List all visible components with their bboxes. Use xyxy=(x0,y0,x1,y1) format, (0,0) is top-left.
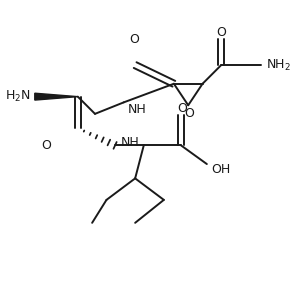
Polygon shape xyxy=(35,93,78,100)
Text: NH$_2$: NH$_2$ xyxy=(266,58,291,73)
Text: O: O xyxy=(177,102,187,115)
Text: O: O xyxy=(129,33,139,46)
Text: O: O xyxy=(216,26,226,38)
Text: NH: NH xyxy=(128,103,147,116)
Text: O: O xyxy=(185,107,195,120)
Text: NH: NH xyxy=(121,136,140,149)
Text: OH: OH xyxy=(211,163,230,176)
Text: H$_2$N: H$_2$N xyxy=(5,89,31,104)
Text: O: O xyxy=(41,139,51,152)
